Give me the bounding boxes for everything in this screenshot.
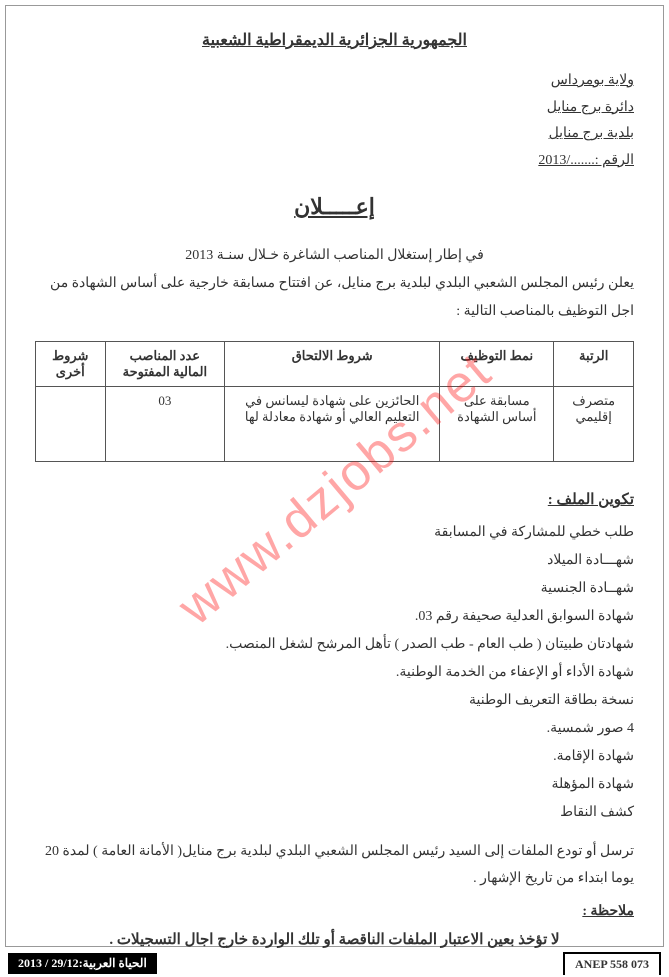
td-other (36, 387, 106, 462)
file-item: 4 صور شمسية. (35, 715, 634, 743)
file-item: نسخة بطاقة التعريف الوطنية (35, 687, 634, 715)
file-item: كشف النقاط (35, 799, 634, 827)
file-item: شهادة الأداء أو الإعفاء من الخدمة الوطني… (35, 659, 634, 687)
td-rank: متصرف إقليمي (554, 387, 634, 462)
intro-line-1: في إطار إستغلال المناصب الشاغرة خـلال سن… (35, 242, 634, 270)
th-conditions: شروط الالتحاق (225, 342, 440, 387)
table-header-row: الرتبة نمط التوظيف شروط الالتحاق عدد الم… (36, 342, 634, 387)
th-other: شروط أخرى (36, 342, 106, 387)
footer-anep: ANEP 558 073 (563, 952, 661, 975)
file-item: شهادة الإقامة. (35, 743, 634, 771)
positions-table: الرتبة نمط التوظيف شروط الالتحاق عدد الم… (35, 341, 634, 462)
file-item: طلب خطي للمشاركة في المسابقة (35, 519, 634, 547)
intro-line-3: اجل التوظيف بالمناصب التالية : (35, 298, 634, 326)
submission-text: ترسل أو تودع الملفات إلى السيد رئيس المج… (35, 839, 634, 892)
announcement-title: إعـــــلان (35, 194, 634, 220)
file-list: طلب خطي للمشاركة في المسابقة شهـــادة ال… (35, 519, 634, 827)
baladia-line: بلدية برج منايل (35, 121, 634, 148)
th-mode: نمط التوظيف (440, 342, 554, 387)
th-rank: الرتبة (554, 342, 634, 387)
file-item: شهادة السوابق العدلية صحيفة رقم 03. (35, 603, 634, 631)
file-section-title: تكوين الملف : (35, 490, 634, 509)
intro-line-2: يعلن رئيس المجلس الشعبي البلدي لبلدية بر… (35, 270, 634, 298)
file-item: شهـــادة الميلاد (35, 547, 634, 575)
footer-date: الحياة العربية:29/12 / 2013 (8, 953, 157, 974)
table-row: متصرف إقليمي مسابقة على أساس الشهادة الح… (36, 387, 634, 462)
th-posts: عدد المناصب المالية المفتوحة (105, 342, 225, 387)
td-posts: 03 (105, 387, 225, 462)
admin-block: ولاية بومرداس دائرة برج منايل بلدية برج … (35, 68, 634, 174)
footer: ANEP 558 073 الحياة العربية:29/12 / 2013 (0, 949, 669, 977)
file-item: شهــادة الجنسية (35, 575, 634, 603)
td-conditions: الحائزين على شهادة ليسانس في التعليم الع… (225, 387, 440, 462)
note-label: ملاحظة : (35, 903, 634, 920)
republic-header: الجمهورية الجزائرية الديمقراطية الشعبية (35, 30, 634, 50)
note-text: لا تؤخذ بعين الاعتبار الملفات الناقصة أو… (35, 930, 634, 949)
ref-line: الرقم :......./2013 (35, 148, 634, 175)
td-mode: مسابقة على أساس الشهادة (440, 387, 554, 462)
file-item: شهادتان طبيتان ( طب العام - طب الصدر ) ت… (35, 631, 634, 659)
daira-line: دائرة برج منايل (35, 95, 634, 122)
file-item: شهادة المؤهلة (35, 771, 634, 799)
intro-block: في إطار إستغلال المناصب الشاغرة خـلال سن… (35, 242, 634, 326)
wilaya-line: ولاية بومرداس (35, 68, 634, 95)
